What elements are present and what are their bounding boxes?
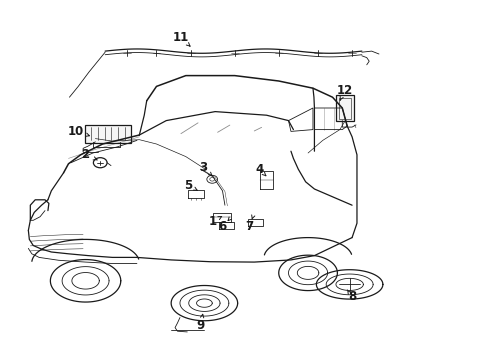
Text: 9: 9: [196, 319, 204, 332]
Text: 6: 6: [218, 220, 226, 233]
Text: 11: 11: [172, 31, 189, 44]
FancyBboxPatch shape: [336, 95, 353, 121]
FancyBboxPatch shape: [339, 98, 350, 119]
Text: 8: 8: [347, 291, 355, 303]
Text: 3: 3: [199, 161, 206, 174]
Text: 5: 5: [184, 179, 192, 192]
Text: 10: 10: [67, 125, 84, 138]
FancyBboxPatch shape: [84, 125, 130, 143]
Text: 2: 2: [81, 148, 89, 161]
Text: 7: 7: [245, 220, 253, 233]
Text: 4: 4: [255, 163, 263, 176]
Text: 1: 1: [208, 215, 216, 228]
Text: 12: 12: [336, 84, 352, 96]
